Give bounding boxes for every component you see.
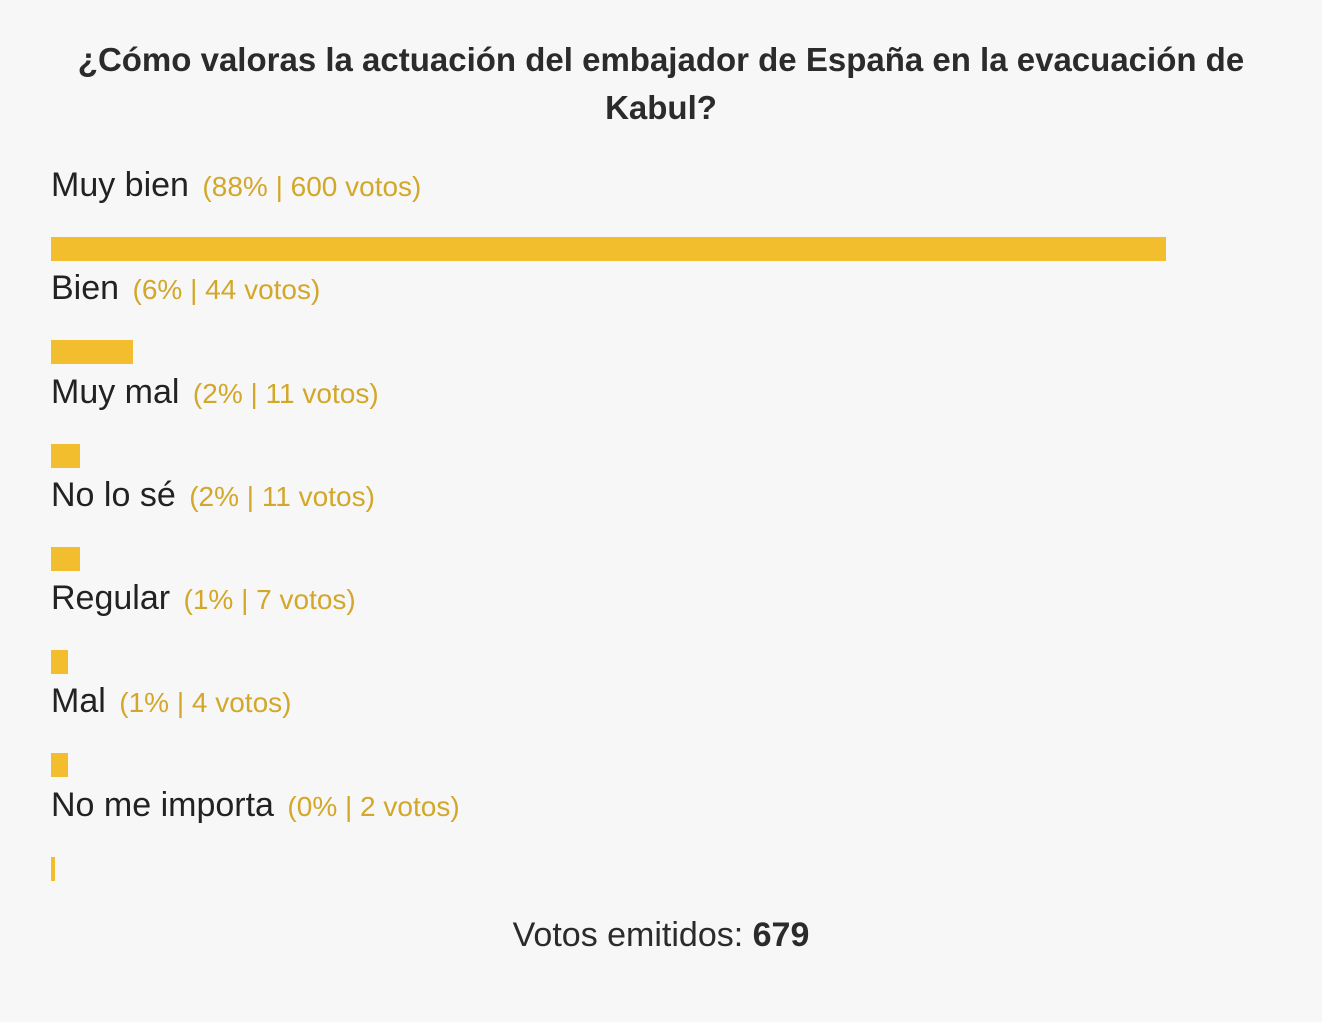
poll-results: Muy bien (88% | 600 votos) Bien (6% | 44 … xyxy=(51,160,1211,883)
option-label: Muy mal xyxy=(51,372,180,411)
total-label: Votos emitidos: xyxy=(512,916,744,954)
option-stats: (88% | 600 votos) xyxy=(202,171,422,202)
bar xyxy=(51,443,80,468)
option-header: Bien (6% | 44 votos) xyxy=(51,263,1211,315)
poll-question: ¿Cómo valoras la actuación del embajador… xyxy=(77,41,1245,126)
option-header: Muy bien (88% | 600 votos) xyxy=(51,160,1211,212)
poll-option: Muy mal (2% | 11 votos) xyxy=(51,367,1211,470)
bar-track xyxy=(51,753,1161,778)
bar xyxy=(51,340,133,365)
option-label: Bien xyxy=(51,269,120,308)
poll-option: No lo sé (2% | 11 votos) xyxy=(51,470,1211,573)
option-label: Muy bien xyxy=(51,166,189,204)
bar-track xyxy=(51,546,1161,571)
poll-option: No me importa (0% | 2 votos) xyxy=(51,780,1211,883)
option-header: No lo sé (2% | 11 votos) xyxy=(51,470,1211,522)
bar xyxy=(51,650,68,675)
bar xyxy=(51,753,68,778)
option-stats: (1% | 7 votos) xyxy=(183,584,356,616)
total-votes: Votos emitidos: 679 xyxy=(0,910,1322,960)
poll-option: Regular (1% | 7 votos) xyxy=(51,573,1211,676)
bar-track xyxy=(51,650,1161,675)
poll-option: Bien (6% | 44 votos) xyxy=(51,263,1211,366)
option-label: Regular xyxy=(51,579,171,618)
poll-option: Muy bien (88% | 600 votos) xyxy=(51,160,1211,263)
option-stats: (6% | 44 votos) xyxy=(132,274,321,306)
option-label: No me importa xyxy=(51,785,274,824)
option-label: Mal xyxy=(51,682,106,721)
option-header: No me importa (0% | 2 votos) xyxy=(51,780,1211,832)
bar xyxy=(51,856,55,881)
option-stats: (2% | 11 votos) xyxy=(189,480,375,512)
option-label: No lo sé xyxy=(51,475,176,514)
bar-track xyxy=(51,340,1161,365)
poll-option: Mal (1% | 4 votos) xyxy=(51,676,1211,779)
bar-track xyxy=(51,237,1166,261)
option-stats: (0% | 2 votos) xyxy=(287,790,460,822)
option-stats: (1% | 4 votos) xyxy=(119,687,292,719)
option-header: Regular (1% | 7 votos) xyxy=(51,573,1211,625)
option-header: Mal (1% | 4 votos) xyxy=(51,676,1211,728)
option-stats: (2% | 11 votos) xyxy=(192,377,379,409)
total-count: 679 xyxy=(752,916,810,954)
bar-track xyxy=(51,443,1161,468)
bar xyxy=(51,546,80,571)
option-header: Muy mal (2% | 11 votos) xyxy=(51,367,1211,419)
bar xyxy=(51,237,1166,261)
bar-track xyxy=(51,856,1161,881)
